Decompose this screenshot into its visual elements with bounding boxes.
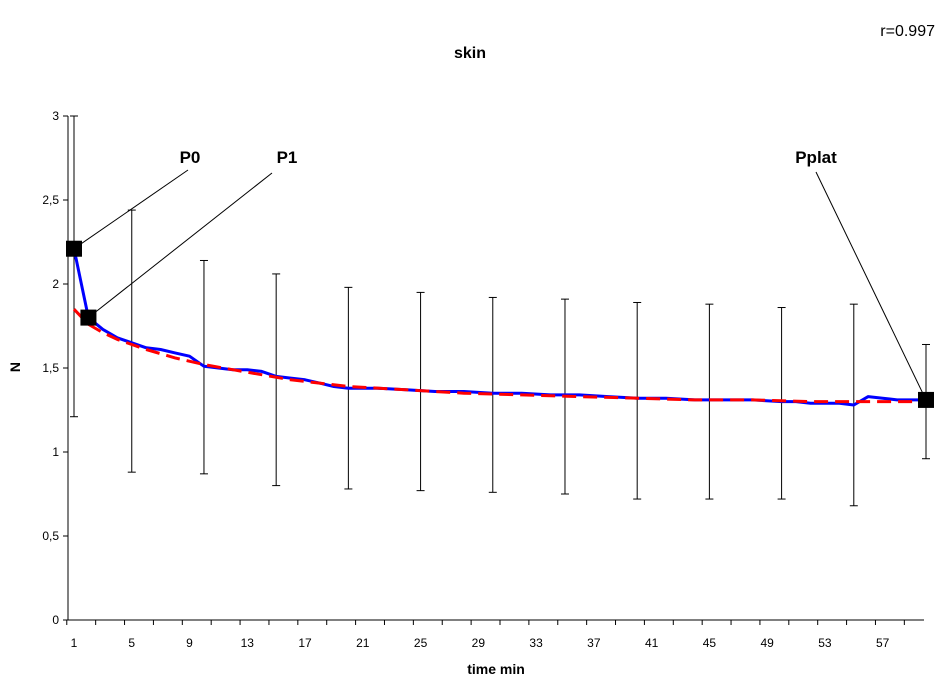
x-tick-label: 49	[760, 636, 774, 650]
x-tick-label: 9	[186, 636, 193, 650]
annotation-leader-line	[815, 171, 927, 401]
annotation-marker	[80, 309, 97, 326]
x-tick-label: 17	[298, 636, 312, 650]
x-tick-label: 5	[128, 636, 135, 650]
x-tick-label: 25	[414, 636, 428, 650]
annotation-leader-line	[88, 172, 273, 318]
series-lines	[72, 248, 926, 407]
x-axis-ticks: 1 5 9 13 17 21 25 29 33 37 41 45 49 53 57	[66, 620, 905, 650]
y-tick-label: 0	[52, 613, 59, 627]
y-tick-label: 2	[52, 277, 59, 291]
point-annotations: P0 P1 Pplat	[66, 148, 934, 408]
annotation-leader-line	[73, 169, 189, 250]
y-tick-label: 3	[52, 109, 59, 123]
measured-data-line	[72, 248, 926, 407]
annotation-label: Pplat	[795, 148, 837, 167]
x-tick-label: 33	[529, 636, 543, 650]
fitted-curve-line	[72, 308, 926, 404]
x-tick-label: 13	[241, 636, 255, 650]
x-tick-label: 21	[356, 636, 370, 650]
x-axis-label: time min	[467, 661, 525, 677]
annotation-marker	[918, 391, 934, 408]
x-tick-label: 57	[876, 636, 890, 650]
y-tick-label: 2,5	[42, 193, 59, 207]
annotation-marker	[66, 240, 82, 257]
y-axis-ticks: 0 0,5 1 1,5 2 2,5 3	[42, 109, 68, 627]
x-tick-label: 1	[71, 636, 78, 650]
x-tick-label: 41	[645, 636, 659, 650]
annotation-label: P0	[180, 148, 201, 167]
error-bars	[70, 115, 930, 507]
y-axis-label: N	[7, 362, 23, 372]
x-tick-label: 29	[472, 636, 486, 650]
y-tick-label: 1	[52, 445, 59, 459]
x-tick-label: 45	[703, 636, 717, 650]
annotation-label: P1	[277, 148, 298, 167]
y-tick-label: 1,5	[42, 361, 59, 375]
x-tick-label: 37	[587, 636, 601, 650]
y-tick-label: 0,5	[42, 529, 59, 543]
chart-title: skin	[454, 45, 486, 62]
correlation-label: r=0.997	[880, 23, 935, 40]
x-tick-label: 53	[818, 636, 832, 650]
